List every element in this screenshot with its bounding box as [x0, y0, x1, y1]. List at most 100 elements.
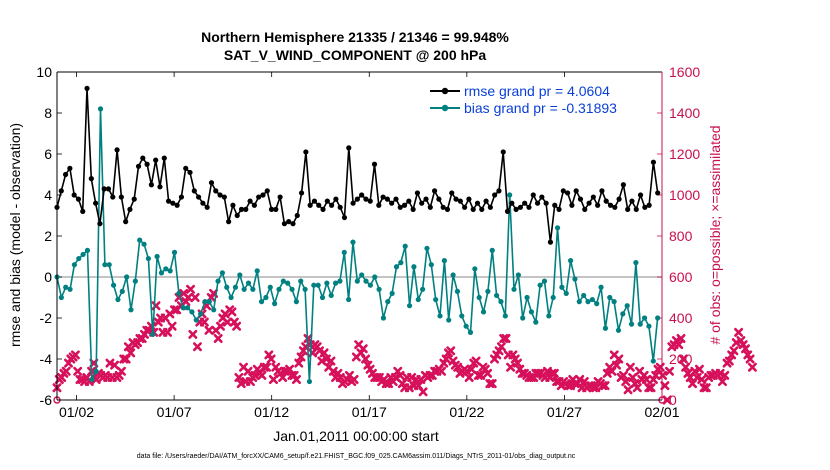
obs-assimilated-marker: [119, 354, 129, 364]
bias-series-point: [646, 323, 652, 329]
bias-series-point: [541, 278, 548, 284]
rmse-series-point: [144, 161, 150, 167]
rmse-series-point: [607, 202, 614, 208]
rmse-series-point: [67, 165, 73, 171]
rmse-series-point: [174, 202, 180, 208]
bias-series-point: [289, 286, 295, 292]
rmse-series-point: [238, 206, 245, 212]
obs-assimilated-marker: [747, 362, 757, 372]
y-tick-right-label: 1200: [669, 146, 700, 162]
bias-series-point: [528, 309, 535, 315]
rmse-series-point: [414, 190, 421, 196]
y-tick-left-label: 0: [44, 269, 52, 285]
y-tick-left-label: 8: [44, 105, 52, 121]
obs-assimilated-marker: [646, 383, 656, 393]
rmse-series-point: [247, 198, 253, 204]
rmse-series-point: [153, 157, 159, 163]
bias-series-point: [433, 296, 439, 303]
rmse-series-point: [88, 176, 94, 182]
obs-assimilated-marker: [665, 366, 675, 376]
bias-series-point: [581, 292, 587, 299]
bias-series-point: [406, 303, 413, 309]
bias-series-point: [550, 294, 556, 301]
rmse-series-point: [625, 206, 631, 212]
bias-series-point: [93, 368, 99, 374]
y-tick-left-label: 10: [36, 64, 52, 80]
rmse-series-point: [341, 214, 348, 221]
bias-series-point: [415, 296, 421, 303]
bias-series-point: [219, 270, 225, 276]
rmse-series-point: [423, 196, 429, 202]
bias-series-point: [420, 286, 426, 292]
rmse-series-point: [320, 206, 326, 212]
obs-assimilated-marker: [740, 344, 750, 354]
bias-series-point: [228, 294, 234, 301]
bias-series-point: [176, 290, 182, 296]
rmse-series-point: [114, 147, 120, 153]
rmse-series-point: [560, 188, 566, 194]
x-tick-label: 01/12: [254, 404, 289, 420]
rmse-series-point: [539, 194, 545, 200]
bias-series-point: [615, 327, 622, 333]
obs-assimilated-marker: [257, 370, 267, 380]
rmse-series-point: [401, 202, 408, 208]
rmse-series-point: [552, 202, 558, 208]
obs-assimilated-marker: [729, 346, 739, 356]
obs-assimilated-marker: [464, 372, 474, 382]
bias-series-point: [311, 282, 317, 288]
obs-assimilated-marker: [612, 360, 622, 370]
bias-series-point: [650, 358, 656, 364]
rmse-series-point: [178, 194, 185, 200]
bias-series-point: [398, 260, 404, 266]
obs-assimilated-marker: [720, 370, 730, 380]
bias-series-point: [454, 288, 461, 294]
bias-series-point: [71, 262, 78, 268]
obs-assimilated-marker: [600, 381, 610, 391]
bias-series-point: [620, 311, 626, 317]
chart-title: Northern Hemisphere 21335 / 21346 = 99.9…: [201, 29, 509, 45]
bias-series-point: [302, 286, 308, 292]
bias-series-point: [589, 296, 595, 303]
bias-series-point: [250, 286, 256, 292]
obs-assimilated-marker: [190, 293, 200, 302]
rmse-series-point: [110, 194, 116, 200]
bias-series-point: [137, 237, 143, 243]
rmse-series-point: [457, 198, 463, 204]
y-axis-label-right: # of obs: o=possible; ×=assimilated: [707, 125, 723, 344]
rmse-series-point: [620, 182, 626, 188]
bias-series-point: [145, 255, 152, 262]
rmse-series-point: [118, 194, 124, 200]
obs-assimilated-marker: [222, 317, 232, 327]
bias-series-point: [124, 274, 130, 280]
y-tick-left-label: -6: [40, 392, 53, 408]
rmse-series-point: [582, 206, 588, 212]
bias-series-point: [641, 315, 648, 321]
rmse-series-point: [346, 145, 352, 151]
bias-series-point: [245, 280, 252, 286]
bias-series-point: [241, 286, 247, 292]
bias-series-point: [507, 192, 513, 198]
bias-series-point: [293, 299, 299, 305]
rmse-series-point: [496, 188, 502, 194]
rmse-series-point: [586, 200, 592, 206]
rmse-series-point: [316, 202, 322, 208]
rmse-series-point: [71, 192, 77, 198]
obs-assimilated-marker: [681, 362, 691, 372]
obs-assimilated-marker: [621, 377, 631, 387]
obs-assimilated-marker: [694, 364, 704, 374]
obs-assimilated-marker: [628, 372, 638, 382]
bias-series-point: [215, 278, 221, 284]
bias-series-point: [533, 319, 539, 325]
rmse-series-point: [105, 186, 112, 192]
obs-assimilated-marker: [262, 362, 272, 372]
rmse-series-point: [419, 200, 425, 206]
rmse-series-point: [264, 188, 270, 194]
x-axis-label: Jan.01,2011 00:00:00 start: [273, 428, 439, 444]
x-tick-label: 01/17: [352, 404, 387, 420]
bias-series-point: [446, 317, 452, 323]
bias-series-point: [319, 294, 326, 301]
rmse-series-point: [75, 196, 82, 202]
rmse-series-point: [406, 198, 412, 204]
rmse-series-point: [230, 202, 236, 208]
rmse-series-point: [629, 198, 635, 204]
